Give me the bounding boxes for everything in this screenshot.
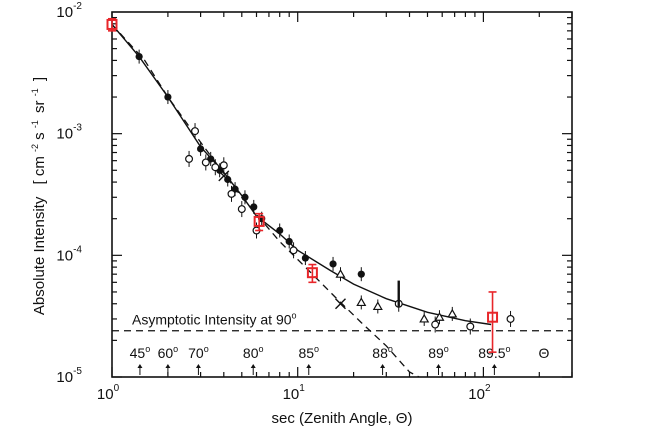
- y-tick-label: 10-3: [56, 123, 82, 143]
- data-point-filled-circle: [164, 93, 172, 101]
- data-point-filled-circle: [241, 193, 249, 201]
- data-points-layer: [106, 17, 515, 353]
- data-point-open-circle: [289, 246, 298, 255]
- data-point-red-square: [106, 18, 118, 30]
- zenith-arrow-head: [380, 364, 386, 368]
- data-point-cross: [218, 170, 230, 182]
- data-point-filled-circle: [285, 237, 293, 246]
- y-axis-label-exp3: -1: [30, 88, 40, 96]
- ticks-layer: 100 101 102 10-5 10-4 10-3 10-2: [56, 1, 573, 403]
- data-point-open-circle: [211, 163, 220, 172]
- zenith-angle-label: 45o: [130, 344, 151, 361]
- zenith-angle-label: 85o: [298, 344, 319, 361]
- asymptote-label: Asymptotic Intensity at 90o: [132, 311, 297, 328]
- zenith-arrow-head: [165, 364, 171, 368]
- y-axis-label-units: [ cm: [31, 156, 48, 184]
- data-point-open-circle: [466, 322, 475, 331]
- data-point-red-square: [487, 311, 499, 323]
- zenith-angle-label: 60o: [158, 344, 179, 361]
- data-point-open-circle: [431, 320, 440, 329]
- data-point-filled-circle: [135, 52, 143, 61]
- data-point-open-circle: [506, 314, 515, 323]
- x-axis-label: sec (Zenith Angle, Θ): [272, 410, 413, 427]
- zenith-arrow-head: [491, 364, 497, 368]
- data-point-triangle: [447, 308, 458, 318]
- data-point-triangle: [419, 313, 430, 323]
- zenith-arrow-head: [137, 364, 143, 368]
- y-tick-label: 10-2: [56, 1, 82, 21]
- data-point-filled-circle: [301, 254, 309, 262]
- data-point-triangle: [434, 312, 445, 321]
- y-tick-label: 10-4: [56, 244, 82, 264]
- x-tick-label: 102: [468, 383, 491, 403]
- x-tick-label: 100: [97, 383, 120, 403]
- data-point-red-square: [253, 215, 265, 227]
- zenith-arrow-head: [250, 364, 256, 368]
- plot-frame: [111, 11, 573, 378]
- data-point-open-circle: [219, 161, 228, 170]
- zenith-angle-label: 89o: [428, 344, 449, 361]
- data-point-open-circle: [227, 189, 236, 198]
- data-point-cross: [334, 298, 346, 310]
- y-axis-label-exp1: -2: [30, 144, 40, 152]
- data-point-filled-circle: [250, 203, 258, 211]
- data-point-open-circle: [185, 154, 194, 163]
- theta-symbol: Θ: [539, 345, 550, 361]
- y-axis-label-main: Absolute Intensity: [31, 196, 48, 315]
- y-axis-label-exp2: -1: [30, 120, 40, 128]
- data-point-red-square: [306, 267, 318, 279]
- zenith-arrow-head: [306, 364, 312, 368]
- data-point-filled-circle: [357, 270, 365, 278]
- data-point-filled-circle: [197, 145, 205, 153]
- y-axis-label-close: ]: [31, 77, 48, 81]
- zenith-angle-label: 88o: [372, 344, 393, 361]
- data-point-filled-circle: [276, 226, 284, 235]
- y-axis-label: Absolute Intensity [ cm -2 s -1 sr -1 ]: [25, 77, 48, 315]
- fit-curve-dashed: [111, 24, 420, 378]
- data-point-triangle: [372, 301, 383, 311]
- zenith-angle-label: 89.5o: [478, 344, 510, 361]
- zenith-angle-label: 70o: [188, 344, 209, 361]
- data-point-filled-circle: [329, 260, 337, 268]
- zenith-arrow-head: [195, 364, 201, 368]
- annotation-layer: Asymptotic Intensity at 90o 45o 60o 70o 80o 8…: [130, 311, 550, 375]
- fit-curve-solid: [111, 24, 492, 326]
- y-axis-label-sr: sr: [31, 100, 48, 113]
- data-point-triangle: [335, 268, 346, 278]
- data-point-open-circle: [237, 205, 246, 214]
- zenith-angle-label: 80o: [243, 344, 264, 361]
- x-tick-label: 101: [283, 383, 306, 403]
- data-point-open-circle: [201, 158, 210, 167]
- y-tick-label: 10-5: [56, 366, 82, 386]
- y-axis-label-s: s: [31, 132, 48, 140]
- data-point-open-circle: [191, 127, 200, 136]
- zenith-arrow-head: [435, 364, 441, 368]
- data-point-triangle: [356, 297, 367, 307]
